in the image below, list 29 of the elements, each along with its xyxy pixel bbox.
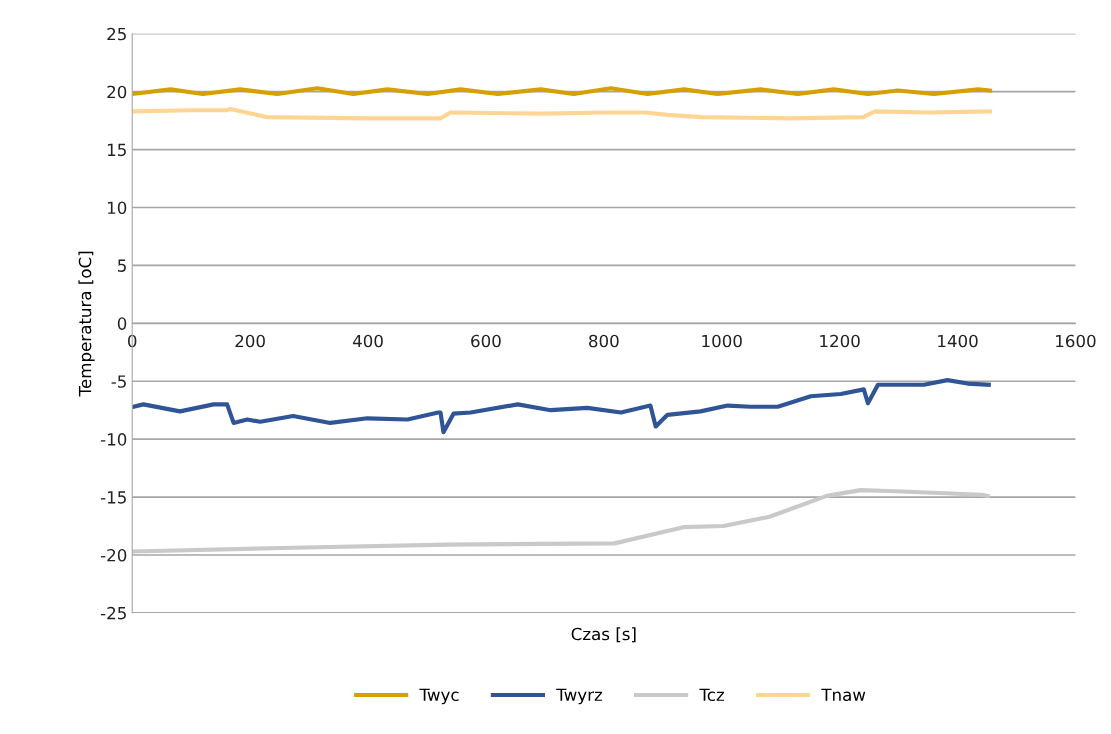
x-tick-label: 1600 <box>1056 334 1096 348</box>
x-tick-label: 400 <box>352 334 383 348</box>
line-series <box>132 106 993 121</box>
y-axis-title: Temperatura [oC] <box>78 251 95 397</box>
line-series <box>132 377 991 435</box>
y-tick-label: -5 <box>111 375 126 388</box>
x-tick-label: 1000 <box>702 334 742 348</box>
legend-label: Twyc <box>419 688 459 705</box>
y-tick-label: -25 <box>100 606 126 620</box>
x-tick-label: 800 <box>589 334 619 348</box>
y-tick-label: 20 <box>107 85 127 99</box>
y-tick-label: -20 <box>100 548 127 562</box>
x-axis-title: Czas [s] <box>571 627 636 643</box>
y-tick-label: 10 <box>107 201 127 215</box>
y-tick-label: -10 <box>100 433 127 446</box>
y-tick-label: 0 <box>117 317 127 330</box>
x-tick-label: 600 <box>471 334 501 348</box>
y-tick-label: -15 <box>100 491 126 504</box>
y-tick-label: 15 <box>107 143 126 157</box>
line-series <box>132 488 990 554</box>
x-tick-label: 1400 <box>938 334 978 348</box>
x-tick-label: 1200 <box>820 334 860 348</box>
legend-label: Tcz <box>699 688 724 702</box>
y-tick-label: 25 <box>107 27 126 41</box>
legend-label: Twyrz <box>556 688 603 705</box>
legend-label: Tnaw <box>821 688 866 702</box>
x-tick-label: 200 <box>235 334 265 348</box>
y-tick-label: 5 <box>118 259 126 272</box>
x-tick-label: 0 <box>128 334 137 348</box>
